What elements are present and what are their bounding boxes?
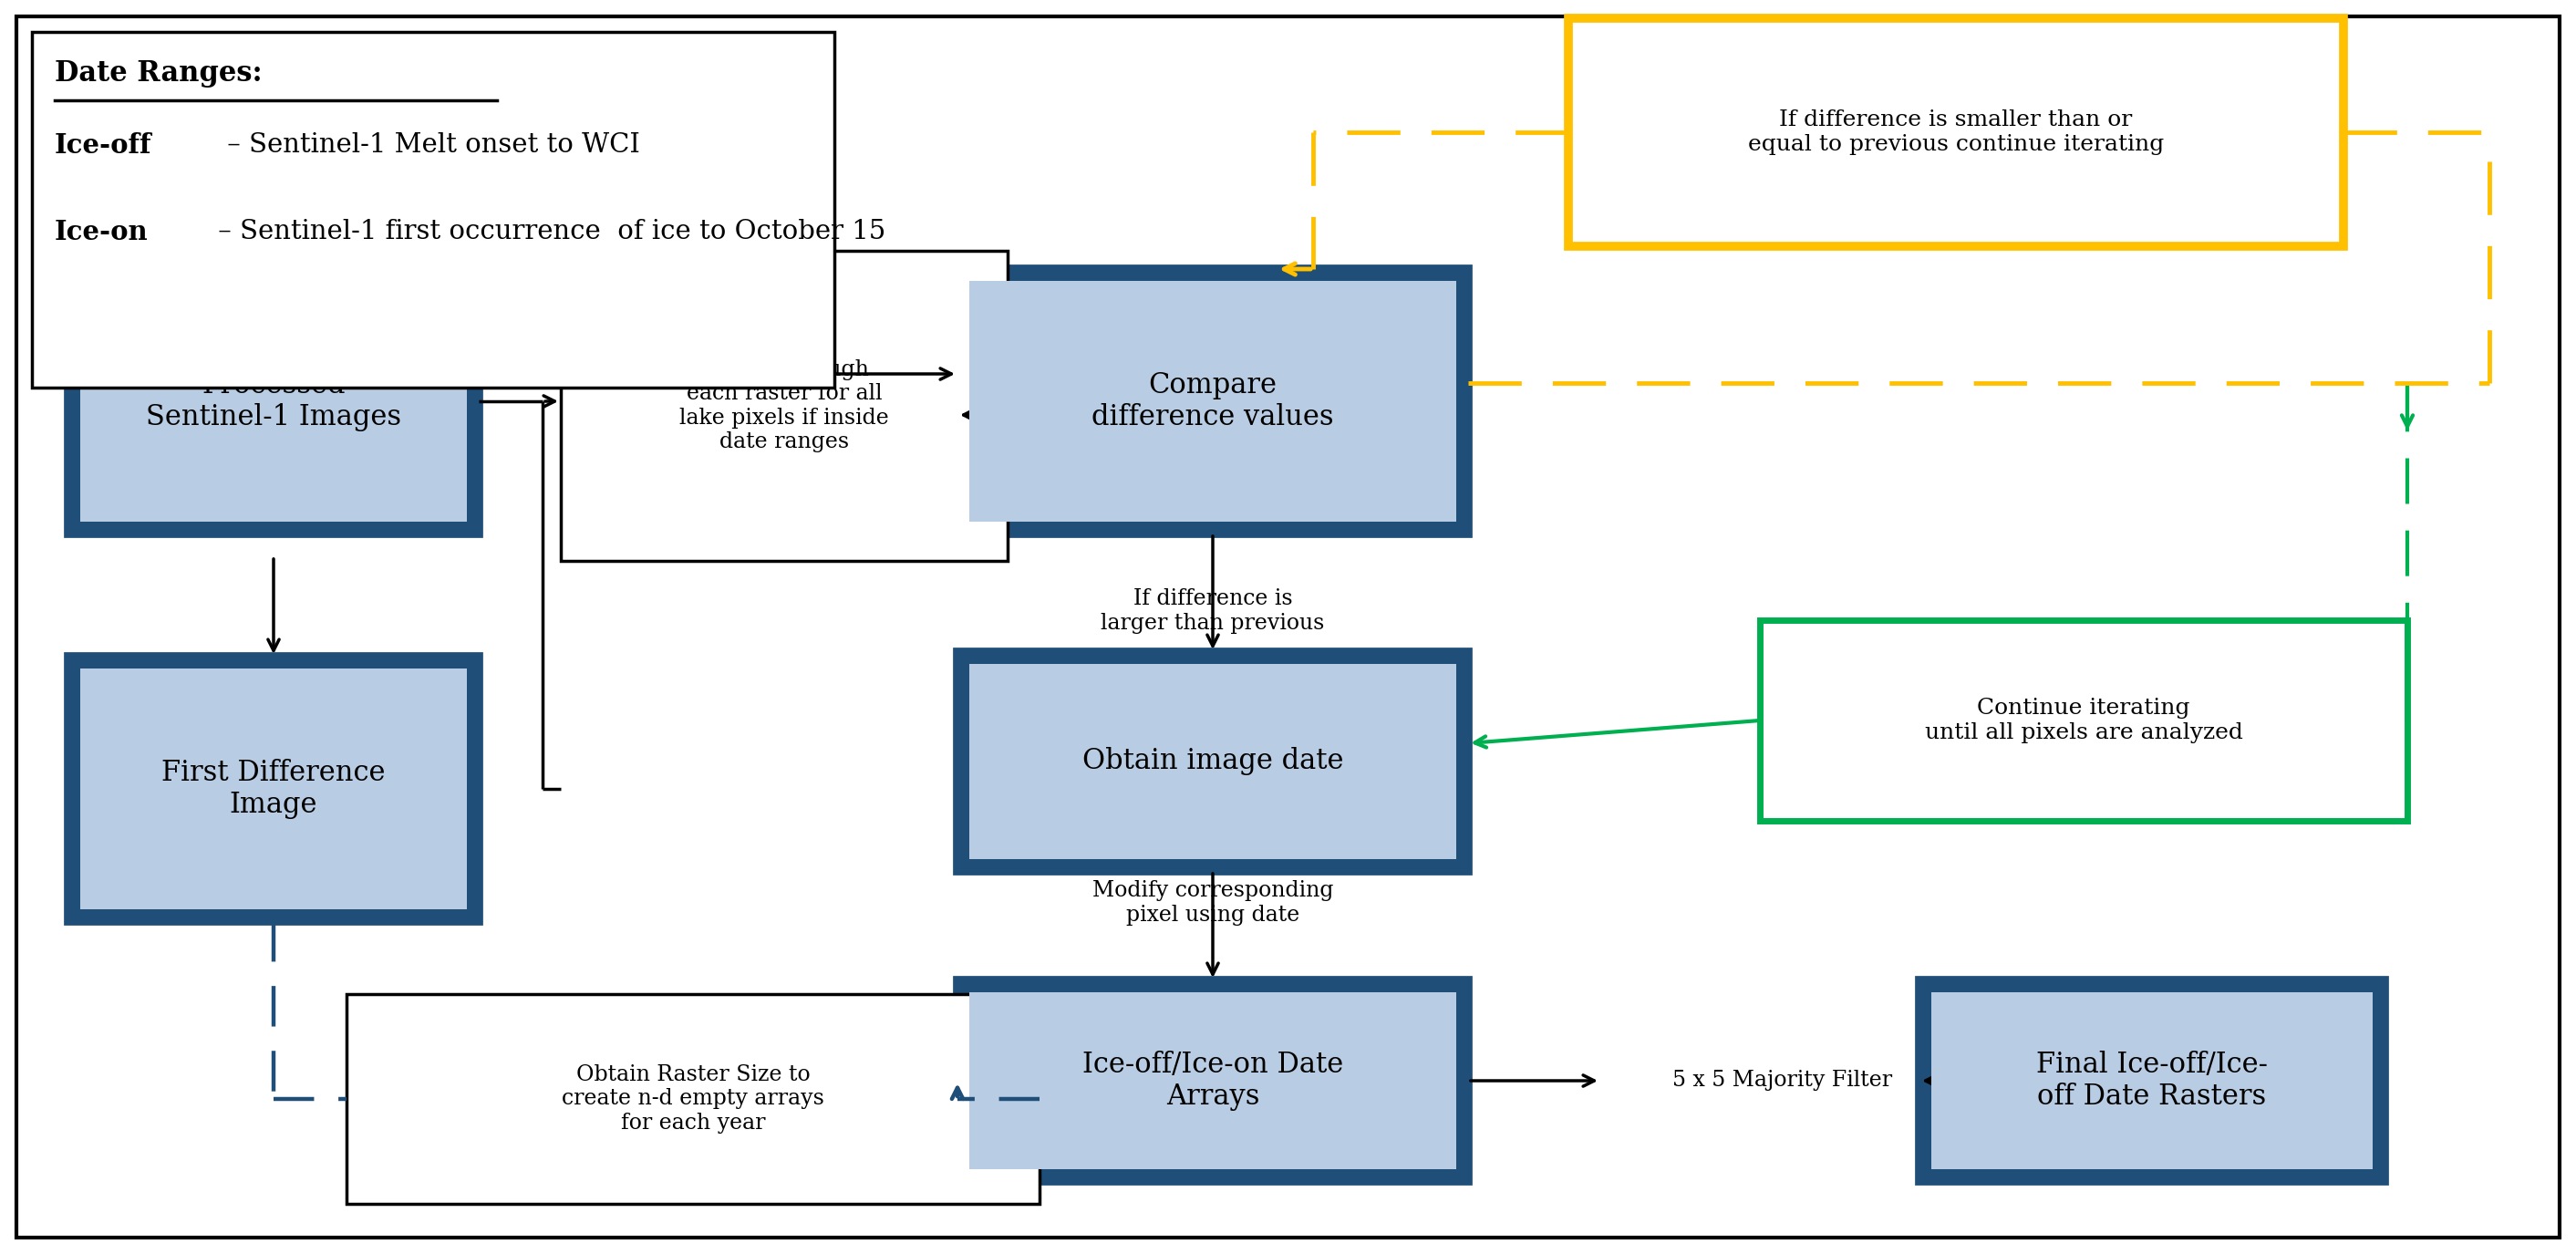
FancyBboxPatch shape bbox=[348, 994, 1041, 1204]
FancyBboxPatch shape bbox=[80, 281, 466, 522]
FancyBboxPatch shape bbox=[31, 31, 835, 387]
FancyBboxPatch shape bbox=[562, 251, 1007, 561]
Text: Date Ranges:: Date Ranges: bbox=[54, 59, 263, 88]
FancyBboxPatch shape bbox=[958, 270, 1468, 533]
FancyBboxPatch shape bbox=[15, 16, 2561, 1238]
FancyBboxPatch shape bbox=[70, 270, 479, 533]
FancyBboxPatch shape bbox=[1569, 19, 2344, 246]
Text: Ice-on: Ice-on bbox=[54, 219, 149, 246]
Text: – Sentinel-1 Melt onset to WCI: – Sentinel-1 Melt onset to WCI bbox=[219, 132, 639, 158]
FancyBboxPatch shape bbox=[80, 668, 466, 909]
Text: Continue iterating
until all pixels are analyzed: Continue iterating until all pixels are … bbox=[1924, 698, 2244, 744]
FancyBboxPatch shape bbox=[70, 657, 479, 922]
Text: If difference is
larger than previous: If difference is larger than previous bbox=[1100, 588, 1324, 633]
Text: Final Ice-off/Ice-
off Date Rasters: Final Ice-off/Ice- off Date Rasters bbox=[2035, 1051, 2267, 1111]
Text: Processed
Sentinel-1 Images: Processed Sentinel-1 Images bbox=[147, 371, 402, 431]
Text: Compare
difference values: Compare difference values bbox=[1092, 371, 1334, 431]
FancyBboxPatch shape bbox=[1759, 621, 2409, 821]
Text: Iterate through
each raster for all
lake pixels if inside
date ranges: Iterate through each raster for all lake… bbox=[680, 359, 889, 453]
FancyBboxPatch shape bbox=[958, 981, 1468, 1181]
Text: Ice-off: Ice-off bbox=[54, 132, 152, 159]
Text: 5 x 5 Majority Filter: 5 x 5 Majority Filter bbox=[1672, 1070, 1893, 1091]
Text: Modify corresponding
pixel using date: Modify corresponding pixel using date bbox=[1092, 880, 1334, 925]
Text: Obtain Raster Size to
create n-d empty arrays
for each year: Obtain Raster Size to create n-d empty a… bbox=[562, 1065, 824, 1134]
Text: If difference is smaller than or
equal to previous continue iterating: If difference is smaller than or equal t… bbox=[1749, 109, 2164, 154]
Text: – Sentinel-1 first occurrence  of ice to October 15: – Sentinel-1 first occurrence of ice to … bbox=[209, 219, 886, 245]
Text: First Difference
Image: First Difference Image bbox=[162, 759, 386, 819]
FancyBboxPatch shape bbox=[1919, 981, 2385, 1181]
FancyBboxPatch shape bbox=[958, 652, 1468, 872]
FancyBboxPatch shape bbox=[969, 663, 1455, 859]
FancyBboxPatch shape bbox=[969, 281, 1455, 522]
Text: Obtain image date: Obtain image date bbox=[1082, 747, 1345, 776]
Text: Ice-off/Ice-on Date
Arrays: Ice-off/Ice-on Date Arrays bbox=[1082, 1051, 1342, 1111]
FancyBboxPatch shape bbox=[1932, 992, 2372, 1169]
FancyBboxPatch shape bbox=[969, 992, 1455, 1169]
